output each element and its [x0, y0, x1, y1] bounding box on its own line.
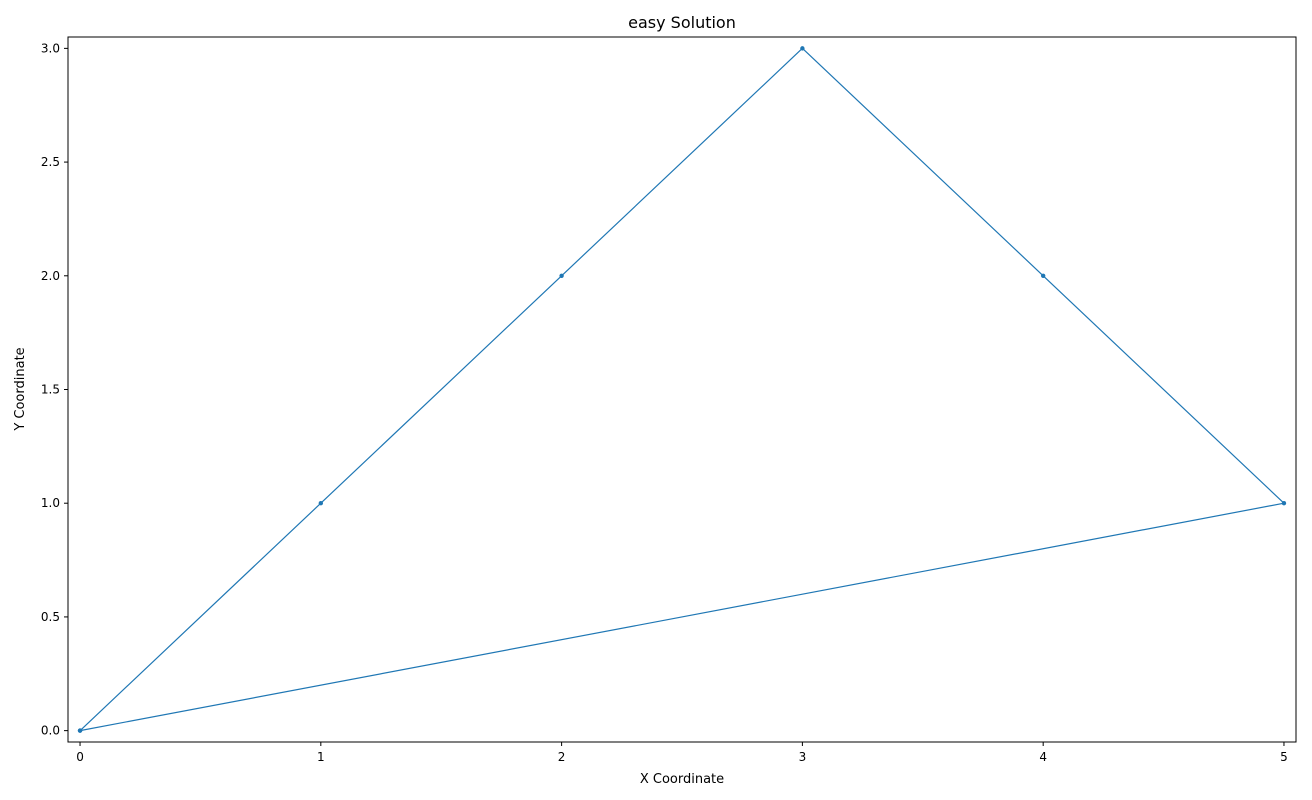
y-tick-label: 2.5: [41, 155, 60, 169]
data-point: [1040, 273, 1046, 278]
x-tick-label: 5: [1280, 750, 1288, 764]
y-tick-label: 2.0: [41, 269, 60, 283]
x-axis-label: X Coordinate: [640, 772, 724, 787]
data-point: [77, 728, 83, 733]
x-tick-label: 3: [799, 750, 807, 764]
x-tick-label: 2: [558, 750, 566, 764]
data-point: [318, 501, 324, 506]
plot-area: [67, 36, 1297, 743]
y-tick-label: 1.0: [41, 496, 60, 510]
chart-title: easy Solution: [628, 13, 736, 32]
x-tick-label: 1: [317, 750, 325, 764]
data-point: [800, 46, 805, 51]
axes-frame: [67, 36, 1297, 743]
data-point: [559, 273, 564, 278]
x-tick-label: 0: [76, 750, 84, 764]
x-axis: 0 1 2 3 4 5: [76, 742, 1288, 764]
y-tick-label: 1.5: [41, 383, 60, 397]
x-tick-label: 4: [1039, 750, 1047, 764]
y-axis-label: Y Coordinate: [13, 347, 28, 431]
y-tick-label: 0.5: [41, 610, 60, 624]
y-tick-label: 3.0: [41, 41, 60, 55]
series-line: [79, 47, 1285, 732]
y-tick-label: 0.0: [41, 724, 60, 738]
data-point: [1281, 501, 1287, 506]
y-axis: 0.0 0.5 1.0 1.5 2.0 2.5 3.0: [41, 41, 68, 738]
